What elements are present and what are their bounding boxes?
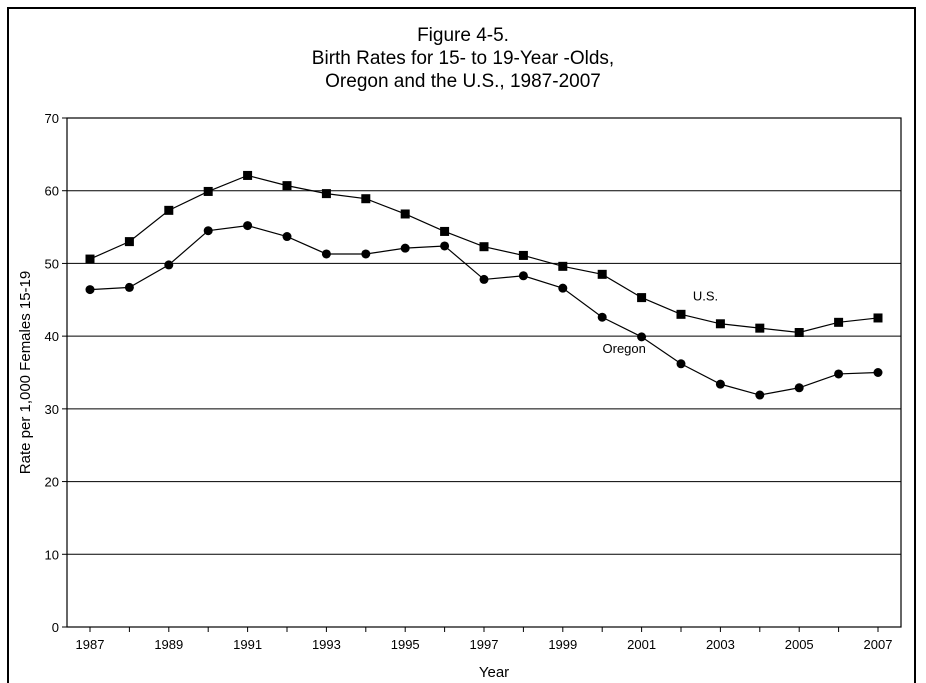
oregon-data-point bbox=[361, 249, 371, 259]
us-data-point bbox=[321, 189, 331, 199]
oregon-data-point bbox=[597, 312, 607, 322]
us-data-point bbox=[637, 293, 647, 303]
y-tick-label: 60 bbox=[45, 184, 59, 199]
gridlines bbox=[67, 117, 901, 555]
x-tick-label: 2007 bbox=[864, 637, 893, 652]
us-data-point bbox=[440, 226, 450, 236]
oregon-data-point bbox=[715, 379, 725, 389]
x-tick-label: 1995 bbox=[391, 637, 420, 652]
oregon-data-point bbox=[794, 383, 804, 393]
oregon-data-point bbox=[85, 285, 95, 295]
chart-title-line-1: Figure 4-5. bbox=[417, 25, 509, 46]
x-tick-label: 2001 bbox=[627, 637, 656, 652]
x-tick-label: 2003 bbox=[706, 637, 735, 652]
us-data-point bbox=[794, 328, 804, 338]
oregon-data-point bbox=[755, 390, 765, 400]
oregon-data-point bbox=[558, 283, 568, 293]
us-data-point bbox=[518, 250, 528, 260]
y-tick-label: 10 bbox=[45, 547, 59, 562]
x-tick-label: 2005 bbox=[785, 637, 814, 652]
oregon-data-point bbox=[479, 274, 489, 284]
y-axis-title: Rate per 1,000 Females 15-19 bbox=[17, 271, 34, 474]
us-data-point bbox=[85, 254, 95, 264]
oregon-data-point bbox=[282, 232, 292, 242]
x-tick-label: 1987 bbox=[76, 637, 105, 652]
oregon-data-point bbox=[321, 249, 331, 259]
x-tick-label: 1989 bbox=[154, 637, 183, 652]
chart-title-line-2: Birth Rates for 15- to 19-Year -Olds, bbox=[311, 48, 615, 69]
y-tick-label: 40 bbox=[45, 329, 59, 344]
oregon-data-point bbox=[873, 368, 883, 377]
oregon-data-point bbox=[243, 221, 253, 231]
x-tick-label: 1991 bbox=[233, 637, 262, 652]
us-data-point bbox=[676, 309, 686, 319]
x-axis-title: Year bbox=[479, 664, 509, 681]
oregon-data-point bbox=[834, 369, 844, 379]
us-data-point bbox=[558, 261, 568, 271]
x-tick-label: 1993 bbox=[312, 637, 341, 652]
us-data-point bbox=[203, 186, 213, 196]
oregon-data-point bbox=[518, 271, 528, 281]
us-data-point bbox=[834, 317, 844, 327]
oregon-data-point bbox=[400, 243, 410, 253]
x-tick-label: 1997 bbox=[470, 637, 499, 652]
axes bbox=[62, 117, 902, 632]
series-label-us: U.S. bbox=[693, 289, 718, 304]
y-tick-label: 0 bbox=[52, 620, 59, 635]
us-data-point bbox=[873, 313, 883, 323]
series-group bbox=[85, 170, 883, 400]
us-data-point bbox=[479, 242, 489, 252]
us-data-point bbox=[597, 269, 607, 279]
oregon-data-point bbox=[637, 332, 647, 342]
x-tick-label: 1999 bbox=[548, 637, 577, 652]
oregon-data-point bbox=[124, 282, 134, 292]
us-data-point bbox=[282, 181, 292, 191]
labels-group: 0 10 20 30 40 50 60 70 1987 1989 1991 1993 1995 1997 1… bbox=[17, 111, 892, 681]
series-line-0 bbox=[89, 174, 879, 334]
y-tick-label: 50 bbox=[45, 256, 59, 271]
us-data-point bbox=[361, 194, 371, 204]
us-data-point bbox=[400, 209, 410, 219]
oregon-data-point bbox=[164, 260, 174, 270]
y-tick-label: 20 bbox=[45, 475, 59, 490]
chart-frame bbox=[7, 7, 916, 683]
us-data-point bbox=[243, 170, 253, 180]
chart-title-line-3: Oregon and the U.S., 1987-2007 bbox=[325, 71, 601, 92]
y-tick-label: 70 bbox=[45, 111, 59, 126]
oregon-data-point bbox=[440, 241, 450, 251]
plot-area-border bbox=[66, 117, 902, 628]
us-data-point bbox=[124, 237, 134, 247]
y-tick-label: 30 bbox=[45, 402, 59, 417]
us-data-point bbox=[164, 205, 174, 215]
oregon-data-point bbox=[203, 226, 213, 236]
us-data-point bbox=[755, 323, 765, 333]
series-label-oregon: Oregon bbox=[603, 341, 646, 356]
oregon-data-point bbox=[676, 359, 686, 369]
us-data-point bbox=[715, 319, 725, 329]
